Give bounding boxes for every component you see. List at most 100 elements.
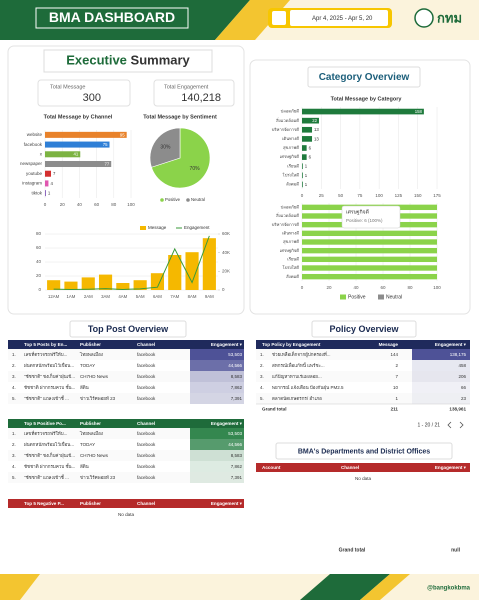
prev-page[interactable] [447, 421, 452, 429]
y2-tick-label: 60K [222, 231, 230, 236]
title-part: Summary [131, 53, 191, 68]
bar [302, 117, 319, 124]
summary-card [7, 45, 245, 315]
table-cell: 4. [12, 464, 16, 469]
x-tick-label: 60 [380, 285, 386, 290]
date-field[interactable] [290, 10, 388, 26]
category-label: สุขภาพดี [283, 239, 299, 245]
table-cell: 458 [458, 363, 466, 368]
title-frame [35, 7, 189, 29]
bar [185, 252, 199, 290]
legend-label: Engagement [184, 225, 210, 230]
table-cell: TODAY [80, 442, 95, 447]
column-header: Channel [137, 501, 155, 506]
table-row [8, 439, 244, 450]
logo-text: กทม [437, 10, 462, 25]
bar [150, 273, 165, 290]
bar-value-label: 1 [305, 173, 308, 178]
column-header: Top 5 Posts by En... [24, 342, 67, 347]
table-cell: 206 [458, 374, 466, 379]
y-tick-label: 60 [36, 245, 42, 250]
table-cell: ชัชชาติ ฝากกรมควบ ชั้น... [24, 463, 75, 469]
bar [98, 274, 113, 290]
x-tick-label: 3AM [101, 294, 110, 299]
engagement-cell [190, 371, 244, 382]
table-row [256, 382, 470, 393]
category-label: เรียนดี [287, 256, 299, 261]
table-cell: 2. [260, 363, 264, 368]
category-label: บริหารจัดการดี [272, 222, 300, 227]
table-cell: 8,583 [231, 374, 243, 379]
pagination: 1 - 20 / 21 [417, 422, 440, 428]
category-label: สังคมดี [286, 274, 299, 279]
table-row [256, 393, 470, 404]
table-row [8, 349, 244, 360]
table-cell: facebook [137, 363, 156, 368]
bar [302, 126, 313, 133]
legend-label: Message [148, 225, 167, 230]
table-cell: 7 [395, 374, 398, 379]
chart-title: Total Message by Category [331, 96, 403, 102]
next-page[interactable] [459, 421, 464, 429]
table-row [8, 450, 244, 461]
engagement-cell [190, 349, 244, 360]
table-cell: 4. [260, 385, 264, 390]
category-label: website [27, 132, 43, 137]
bar [81, 277, 95, 290]
bar [45, 131, 127, 138]
x-tick-label: 0 [301, 193, 304, 198]
category-label: เศรษฐกิจดี [280, 248, 299, 253]
table-row [8, 428, 244, 439]
category-label: สังคมดี [286, 182, 299, 187]
table-cell: 3. [12, 374, 16, 379]
bar [45, 180, 49, 187]
table-cell: TODAY [80, 363, 95, 368]
bar [302, 181, 303, 188]
y-tick-label: 0 [38, 287, 41, 292]
bar [45, 190, 46, 197]
table-cell: 144 [390, 352, 398, 357]
table-cell: สหกรณ์เพื่อแก้หนี้ แพร์ชะ... [272, 362, 325, 368]
x-tick-label: 175 [433, 193, 441, 198]
bar [302, 154, 307, 160]
bar-value-label: 4 [50, 181, 53, 186]
kpi-card [153, 79, 235, 107]
bar-value-label: 41 [73, 152, 78, 157]
engagement-cell [190, 461, 244, 472]
table-row [256, 349, 470, 360]
calendar-icon [272, 11, 286, 25]
x-tick-label: 20 [60, 202, 66, 207]
table-row [8, 360, 244, 371]
bar-segment [302, 247, 437, 254]
legend-label: Positive [348, 294, 366, 300]
legend-swatch [378, 294, 384, 300]
legend-swatch [160, 198, 164, 202]
y-tick-label: 40 [36, 259, 42, 264]
x-tick-label: 150 [414, 193, 422, 198]
post-overview-title: Top Post Overview [88, 324, 169, 334]
category-label: เรียนดี [287, 163, 299, 168]
table-header [256, 463, 470, 472]
engagement-cell [412, 393, 470, 404]
table-cell: ช่วยเหลือเด็กจากผู้ปกครองที่... [272, 350, 331, 358]
kpi-label: Total Engagement [164, 84, 209, 90]
post-title-box [69, 320, 187, 338]
table-cell: "ชัชชาติ" แถลงเข้าชี้ ... [24, 395, 69, 401]
column-header: Top Policy by Engagement [262, 342, 321, 347]
bar [202, 238, 216, 290]
category-label: ปลอดภัยดี [281, 204, 300, 209]
legend-swatch [140, 226, 146, 230]
y-tick-label: 80 [36, 231, 42, 236]
x-tick-label: 5AM [136, 294, 145, 299]
table-cell: 44,566 [228, 363, 242, 368]
table-cell: 1. [12, 431, 16, 436]
category-label: x [40, 151, 43, 156]
footer-handle: @bangkokbma [427, 586, 471, 592]
engagement-cell [412, 371, 470, 382]
footer-bg [0, 574, 479, 600]
x-tick-label: 100 [433, 285, 441, 290]
column-header: Engagement ▾ [435, 342, 467, 347]
column-header: Publisher [80, 342, 101, 347]
bar [45, 141, 110, 148]
column-header: Engagement ▾ [435, 465, 467, 470]
